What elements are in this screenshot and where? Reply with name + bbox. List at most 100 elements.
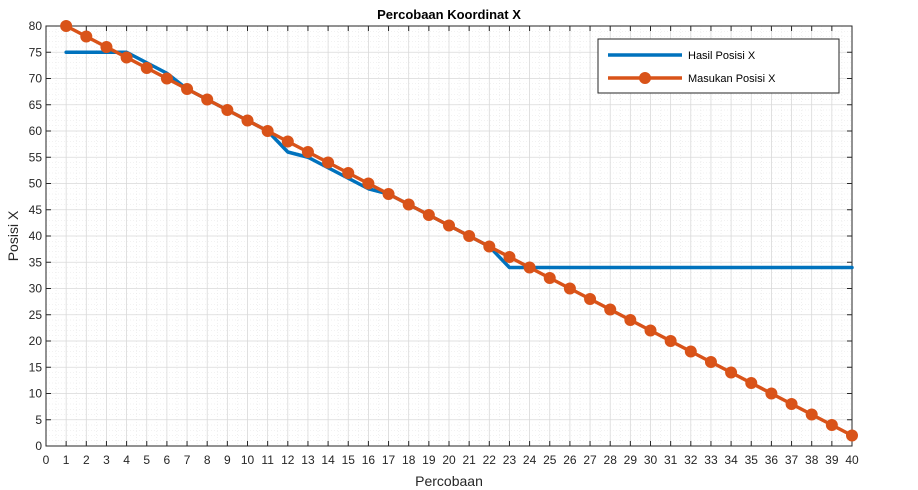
data-point [241,114,254,127]
data-point [80,30,93,43]
x-tick-label: 29 [624,453,638,467]
x-tick-label: 20 [442,453,456,467]
x-tick-label: 10 [241,453,255,467]
x-tick-label: 3 [103,453,110,467]
x-axis-tick-labels: 0 1 2 3 4 5 6 7 8 9 10 11 12 13 14 15 16 17 18 19 20 21 22 23 24… [43,453,859,467]
y-tick-label: 65 [29,98,43,112]
data-point [100,41,113,53]
x-tick-label: 32 [684,453,698,467]
y-tick-label: 20 [29,334,43,348]
series-line-masukan-posisi-x [64,24,854,438]
data-point [301,146,314,158]
data-point [846,429,858,442]
x-tick-label: 36 [765,453,779,467]
x-tick-label: 25 [543,453,557,467]
data-point [443,219,455,232]
y-tick-label: 30 [29,282,43,296]
data-point [483,240,496,253]
x-tick-label: 23 [503,453,517,467]
y-tick-label: 15 [29,360,43,374]
data-point [584,293,597,305]
x-tick-label: 9 [224,453,231,467]
y-tick-label: 40 [29,229,43,243]
series-layer [60,20,858,442]
data-point [785,398,798,410]
y-tick-label: 50 [29,177,43,191]
x-tick-label: 8 [204,453,211,467]
data-point [745,377,758,389]
data-point [140,62,153,74]
data-point [563,282,576,295]
x-axis-title: Percobaan [415,473,483,489]
y-axis-title: Posisi X [5,210,21,261]
x-tick-label: 35 [745,453,759,467]
data-point [382,188,395,200]
x-tick-label: 11 [261,453,274,467]
data-point [644,324,657,337]
data-point [543,272,556,284]
data-point [201,93,214,106]
y-tick-label: 55 [29,150,43,164]
data-point [825,419,838,431]
data-point [503,251,516,263]
x-tick-label: 14 [321,453,335,467]
y-axis-tick-labels: 0 5 10 15 20 25 30 35 40 45 50 55 60 65 70 75 80 [29,19,43,453]
x-tick-label: 0 [43,453,50,467]
data-point [221,104,234,116]
legend-marker-masukan-posisi-x [639,72,651,84]
x-tick-label: 4 [123,453,130,467]
x-tick-label: 21 [462,453,476,467]
x-tick-label: 24 [523,453,537,467]
data-point [181,83,194,95]
data-point [402,198,415,211]
data-point [60,20,73,32]
x-tick-label: 7 [184,453,191,467]
y-tick-label: 80 [29,19,43,33]
x-tick-label: 18 [402,453,416,467]
y-tick-label: 60 [29,124,43,138]
data-point [725,366,738,379]
y-tick-label: 75 [29,45,43,59]
x-tick-label: 31 [664,453,678,467]
x-tick-label: 15 [342,453,356,467]
x-tick-label: 2 [83,453,90,467]
legend-box [597,38,840,94]
x-tick-label: 33 [704,453,718,467]
data-point [261,125,274,137]
x-tick-label: 16 [362,453,376,467]
legend: Hasil Posisi X Masukan Posisi X [597,38,840,94]
x-tick-label: 30 [644,453,658,467]
data-point [684,345,697,358]
x-tick-label: 1 [63,453,70,467]
data-point [463,230,476,242]
x-tick-label: 28 [604,453,618,467]
y-tick-label: 5 [35,413,42,427]
axis-ticks [45,25,853,447]
x-tick-label: 40 [845,453,859,467]
data-point [604,303,617,316]
legend-label-masukan-posisi-x: Masukan Posisi X [688,73,776,85]
series-masukan-posisi-x [60,20,858,442]
legend-label-hasil-posisi-x: Hasil Posisi X [688,50,756,62]
data-point [624,314,637,326]
data-point [422,209,435,221]
x-tick-label: 26 [563,453,577,467]
data-point [322,156,335,169]
y-tick-label: 45 [29,203,43,217]
data-point [704,356,717,368]
data-point [362,177,375,190]
chart-title: Percobaan Koordinat X [377,7,521,22]
x-tick-label: 27 [583,453,597,467]
x-tick-label: 17 [382,453,396,467]
data-point [765,387,778,400]
y-tick-label: 0 [35,439,42,453]
data-point [664,335,677,347]
x-tick-label: 13 [301,453,315,467]
data-point [160,72,173,85]
y-tick-label: 70 [29,72,43,86]
y-tick-label: 35 [29,255,43,269]
x-tick-label: 6 [164,453,171,467]
data-point [281,135,294,148]
x-tick-label: 5 [143,453,150,467]
